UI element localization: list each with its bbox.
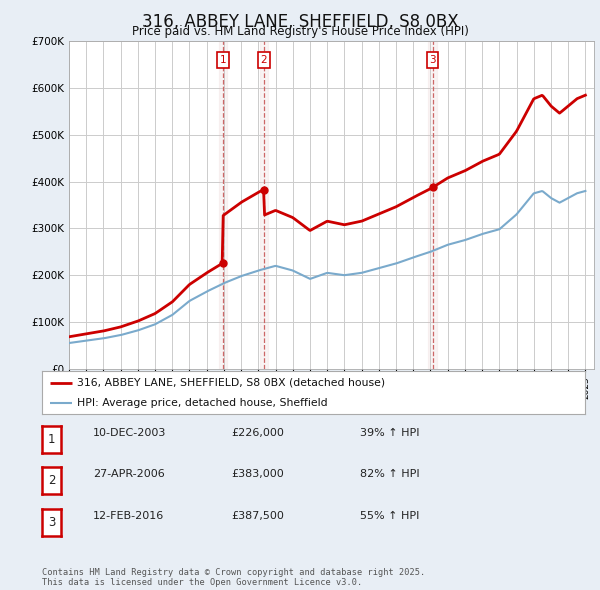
Text: 1: 1: [48, 433, 55, 446]
Text: Price paid vs. HM Land Registry's House Price Index (HPI): Price paid vs. HM Land Registry's House …: [131, 25, 469, 38]
Bar: [260, 41, 268, 369]
Text: Contains HM Land Registry data © Crown copyright and database right 2025.
This d: Contains HM Land Registry data © Crown c…: [42, 568, 425, 587]
Text: £383,000: £383,000: [231, 470, 284, 479]
Text: 27-APR-2006: 27-APR-2006: [93, 470, 165, 479]
Text: £387,500: £387,500: [231, 511, 284, 520]
Text: 1: 1: [220, 55, 226, 65]
Text: 3: 3: [48, 516, 55, 529]
Text: £226,000: £226,000: [231, 428, 284, 438]
Text: HPI: Average price, detached house, Sheffield: HPI: Average price, detached house, Shef…: [77, 398, 328, 408]
Text: 12-FEB-2016: 12-FEB-2016: [93, 511, 164, 520]
Text: 3: 3: [429, 55, 436, 65]
Text: 39% ↑ HPI: 39% ↑ HPI: [360, 428, 419, 438]
Text: 316, ABBEY LANE, SHEFFIELD, S8 0BX: 316, ABBEY LANE, SHEFFIELD, S8 0BX: [142, 13, 458, 31]
Text: 2: 2: [48, 474, 55, 487]
Bar: [428, 41, 437, 369]
Text: 55% ↑ HPI: 55% ↑ HPI: [360, 511, 419, 520]
Text: 10-DEC-2003: 10-DEC-2003: [93, 428, 166, 438]
Text: 2: 2: [260, 55, 267, 65]
Text: 316, ABBEY LANE, SHEFFIELD, S8 0BX (detached house): 316, ABBEY LANE, SHEFFIELD, S8 0BX (deta…: [77, 378, 385, 388]
Text: 82% ↑ HPI: 82% ↑ HPI: [360, 470, 419, 479]
Bar: [218, 41, 227, 369]
